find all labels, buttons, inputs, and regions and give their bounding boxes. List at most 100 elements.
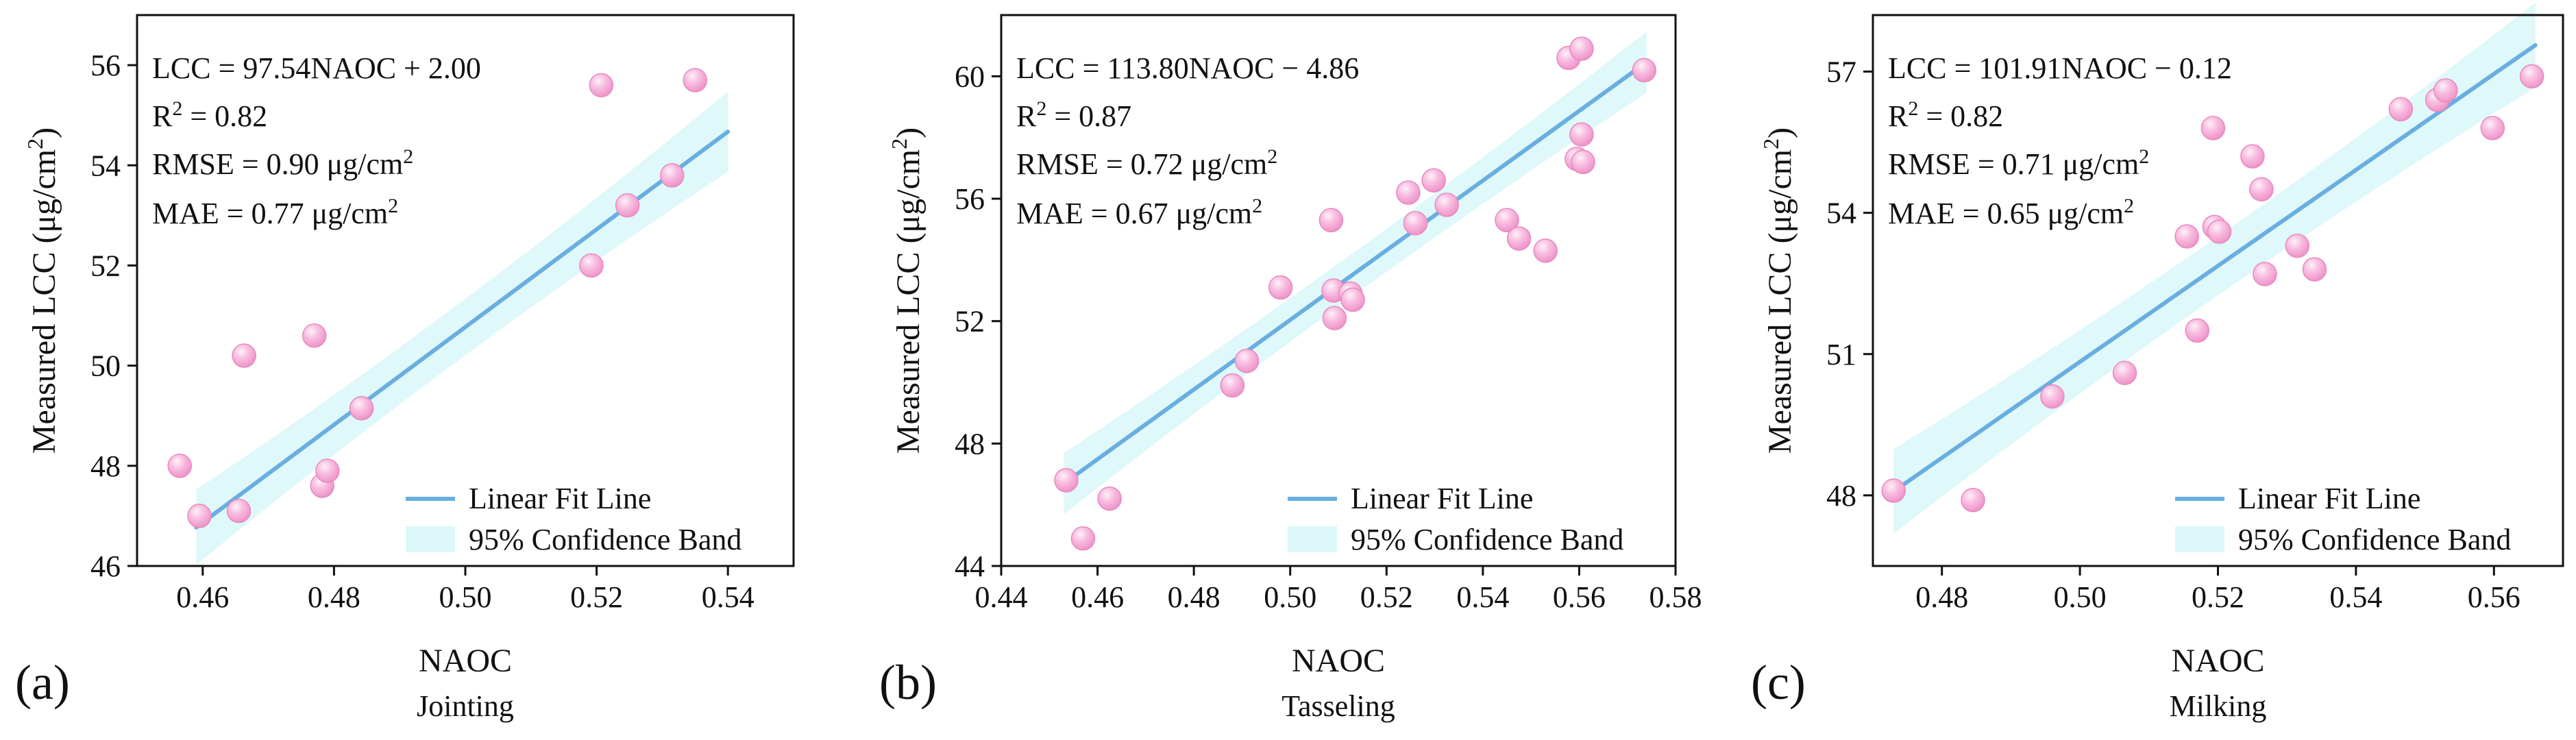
y-tick-label: 44 [955,550,985,583]
x-tick-label: 0.50 [439,580,492,614]
data-point [2040,384,2065,409]
y-axis-label: Measured LCC (μg/cm2) [1758,127,1798,454]
y-tick-label: 52 [90,249,121,282]
data-point [1434,193,1459,217]
mae: MAE = 0.77 μg/cm2 [152,195,398,231]
y-tick-label: 46 [90,550,121,583]
data-point [232,343,256,368]
chart-panel-milking: 0.48 0.50 0.52 0.54 0.56 48 51 54 57 LCC = 101.9… [1751,3,2564,723]
legend-band-swatch [406,526,455,552]
x-axis-label: NAOC [419,643,512,679]
panel-label: (b) [879,655,937,710]
y-tick-label: 52 [955,305,985,338]
legend: Linear Fit Line 95% Confidence Band [1288,482,1623,556]
legend-band-label: 95% Confidence Band [1351,523,1623,556]
x-tick-label: 0.50 [2054,580,2107,614]
fit-statistics: LCC = 97.54NAOC + 2.00 R2 = 0.82 RMSE = … [152,51,481,230]
x-tick-label: 0.52 [570,580,623,614]
legend-band-label: 95% Confidence Band [2238,523,2511,556]
fit-line [1062,60,1649,486]
stage-label: Tasseling [1281,689,1395,723]
data-point [2207,219,2232,244]
x-tick-label: 0.58 [1649,580,1702,614]
data-point [1396,180,1421,205]
fit-equation: LCC = 97.54NAOC + 2.00 [152,51,481,85]
data-point [1318,208,1344,233]
fit-statistics: LCC = 113.80NAOC − 4.86 R2 = 0.87 RMSE =… [1016,51,1359,230]
data-point [2200,116,2226,140]
legend: Linear Fit Line 95% Confidence Band [406,482,741,556]
y-tick-label: 54 [90,149,121,182]
data-point [2519,64,2544,89]
x-tick-label: 0.50 [1264,580,1316,614]
data-point [683,68,708,92]
mae: MAE = 0.65 μg/cm2 [1888,195,2134,231]
fit-line [194,130,731,530]
y-tick-label: 56 [90,49,121,82]
legend-band-swatch [1288,526,1337,552]
data-point [1322,306,1347,330]
x-axis-label: NAOC [2171,643,2264,679]
x-tick-label: 0.46 [1071,580,1124,614]
data-point [1234,348,1260,373]
data-point [2240,144,2265,169]
data-point [167,454,193,478]
data-point [2253,262,2277,286]
data-point [226,498,252,523]
rmse: RMSE = 0.72 μg/cm2 [1016,145,1277,182]
data-point [2174,224,2199,249]
y-axis-label: Measured LCC (μg/cm2) [887,127,927,454]
y-tick-label: 57 [1826,55,1856,88]
data-point [660,163,685,188]
data-point [615,193,640,218]
x-axis-label: NAOC [1292,643,1385,679]
data-point [1421,168,1446,193]
y-tick-label: 48 [90,449,121,483]
rmse: RMSE = 0.90 μg/cm2 [152,145,413,182]
data-point [1403,210,1428,236]
legend-band-label: 95% Confidence Band [469,523,741,556]
legend-fit-label: Linear Fit Line [2238,482,2420,515]
x-tick-label: 0.54 [2329,580,2382,614]
data-point [1340,287,1365,312]
y-tick-label: 54 [1826,197,1856,230]
data-point [187,504,212,528]
plot-frame [1000,14,1677,567]
legend-band-swatch [2175,526,2224,552]
chart-panel-jointing: 0.46 0.48 0.50 0.52 0.54 46 48 50 52 54 56 LCC = 9… [15,14,795,723]
data-point [1961,488,1985,513]
data-point [1070,526,1096,551]
data-point [1632,58,1657,83]
data-point [579,253,604,278]
y-tick-label: 51 [1826,338,1856,371]
data-point [2480,116,2505,140]
r-squared: R2 = 0.82 [1888,97,2003,134]
y-axis-label: Measured LCC (μg/cm2) [23,127,62,454]
data-point [2249,177,2274,202]
data-point [1097,486,1122,511]
x-tick-label: 0.52 [1360,580,1413,614]
data-point [2185,318,2210,343]
r-squared: R2 = 0.87 [1016,97,1131,134]
data-point [1220,373,1245,398]
data-point [1054,468,1079,493]
x-tick-label: 0.44 [975,580,1028,614]
legend: Linear Fit Line 95% Confidence Band [2175,482,2511,556]
rmse: RMSE = 0.71 μg/cm2 [1888,145,2149,182]
x-tick-label: 0.52 [2192,580,2244,614]
data-point [1569,122,1594,147]
y-tick-label: 60 [955,60,985,93]
legend-fit-label: Linear Fit Line [1351,482,1533,515]
mae: MAE = 0.67 μg/cm2 [1016,195,1262,231]
x-tick-label: 0.48 [1915,580,1968,614]
data-point [349,396,374,421]
y-tick-label: 48 [955,427,985,460]
x-tick-label: 0.48 [308,580,360,614]
fit-statistics: LCC = 101.91NAOC − 0.12 R2 = 0.82 RMSE =… [1888,51,2232,230]
data-point [302,323,327,348]
fit-equation: LCC = 113.80NAOC − 4.86 [1016,51,1359,85]
data-point [1571,149,1595,175]
data-point [1881,478,1906,503]
x-tick-label: 0.56 [1553,580,1606,614]
